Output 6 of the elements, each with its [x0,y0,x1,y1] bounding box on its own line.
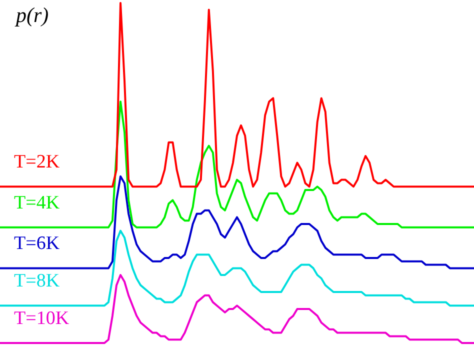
series-label: T=4K [14,192,60,214]
series-label: T=6K [14,233,60,254]
series-label: T=8K [14,270,60,292]
y-axis-title: p(r) [14,3,49,27]
series-label: T=2K [14,152,60,173]
series-label: T=10K [14,308,70,329]
